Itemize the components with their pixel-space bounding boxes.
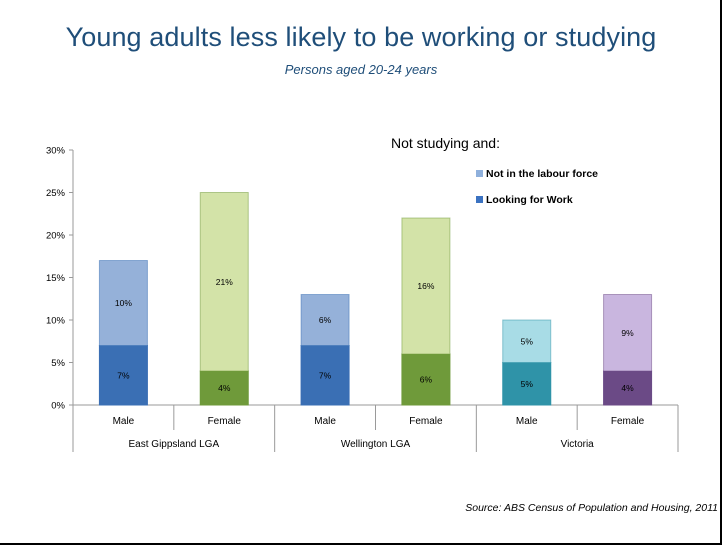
- group-label: Victoria: [561, 439, 595, 450]
- chart-title: Young adults less likely to be working o…: [65, 22, 657, 52]
- legend-swatch-not-in-labour-force: [476, 170, 483, 177]
- source-note: Source: ABS Census of Population and Hou…: [465, 502, 718, 514]
- data-label-not-in-labour-force: 5%: [521, 336, 534, 346]
- data-label-not-in-labour-force: 16%: [417, 281, 434, 291]
- bar-segment-not-in-labour-force: [603, 294, 653, 372]
- data-label-looking-for-work: 4%: [621, 383, 634, 393]
- category-label: Male: [516, 416, 538, 427]
- axes: 0% 5% 10% 15% 20% 25% 30%: [46, 146, 679, 452]
- bar-segment-looking-for-work: [502, 362, 552, 406]
- data-label-looking-for-work: 4%: [218, 383, 231, 393]
- legend: Not in the labour force Looking for Work: [476, 168, 598, 206]
- bar-segment-looking-for-work: [603, 370, 653, 406]
- category-label: Male: [113, 416, 135, 427]
- data-label-looking-for-work: 5%: [521, 379, 534, 389]
- bar-segment-not-in-labour-force: [502, 319, 552, 363]
- data-label-looking-for-work: 6%: [420, 375, 433, 385]
- y-tick-label: 0%: [51, 401, 65, 412]
- group-label: East Gippsland LGA: [129, 439, 220, 450]
- category-label: Female: [409, 416, 443, 427]
- y-tick-label: 15%: [46, 273, 66, 284]
- data-label-looking-for-work: 7%: [319, 370, 332, 380]
- y-tick-label: 20%: [46, 231, 66, 242]
- bar-segment-not-in-labour-force: [199, 192, 249, 372]
- bar-segment-not-in-labour-force: [98, 260, 148, 346]
- bar-segment-looking-for-work: [401, 353, 451, 406]
- chart-subtitle: Persons aged 20-24 years: [284, 62, 438, 77]
- category-label: Male: [314, 416, 336, 427]
- data-label-not-in-labour-force: 10%: [115, 298, 132, 308]
- bar-segment-not-in-labour-force: [300, 294, 350, 346]
- data-label-looking-for-work: 7%: [117, 370, 130, 380]
- category-label: Female: [611, 416, 645, 427]
- legend-label-not-in-labour-force: Not in the labour force: [486, 168, 598, 180]
- bar-segment-not-in-labour-force: [401, 217, 451, 355]
- y-tick-label: 5%: [51, 358, 65, 369]
- bar-segment-looking-for-work: [199, 370, 249, 406]
- group-label: Wellington LGA: [341, 439, 411, 450]
- category-label: Female: [208, 416, 242, 427]
- y-tick-label: 10%: [46, 316, 66, 327]
- y-tick-label: 25%: [46, 188, 66, 199]
- legend-label-looking-for-work: Looking for Work: [486, 194, 573, 206]
- category-labels: Male Female Male Female Male Female East Gipps…: [113, 416, 645, 450]
- legend-title: Not studying and:: [391, 135, 500, 151]
- bars: 7% 10% 4% 21% 7% 6% 6% 16% 5% 5% 4% 9%: [98, 192, 653, 406]
- data-label-not-in-labour-force: 21%: [216, 277, 233, 287]
- data-label-not-in-labour-force: 9%: [621, 328, 634, 338]
- data-label-not-in-labour-force: 6%: [319, 315, 332, 325]
- y-tick-label: 30%: [46, 146, 66, 157]
- bar-segment-looking-for-work: [98, 345, 148, 406]
- legend-swatch-looking-for-work: [476, 196, 483, 203]
